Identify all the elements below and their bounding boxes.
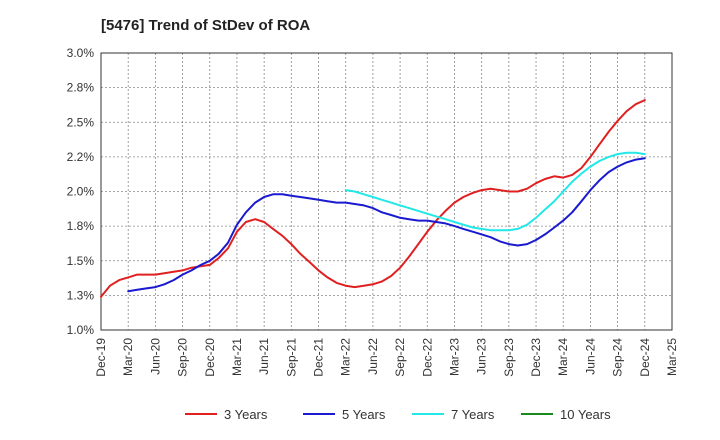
y-tick-label: 2.0% (67, 185, 95, 199)
y-tick-label: 2.5% (67, 115, 95, 129)
x-tick-label: Mar-24 (556, 338, 570, 376)
x-tick-label: Jun-23 (475, 338, 489, 375)
chart-title: [5476] Trend of StDev of ROA (101, 17, 310, 34)
legend-label: 10 Years (560, 407, 611, 422)
y-tick-label: 1.8% (67, 219, 95, 233)
x-tick-label: Sep-22 (393, 338, 407, 377)
plot-area: 1.0% 1.3% 1.5% 1.8% 2.0% 2.2% 2.5% 2.8% 3.0% Dec-… (67, 46, 679, 377)
x-tick-label: Sep-23 (502, 338, 516, 377)
y-tick-label: 2.2% (67, 150, 95, 164)
x-tick-label: Sep-21 (284, 338, 298, 377)
y-tick-label: 1.5% (67, 254, 95, 268)
x-tick-label: Jun-20 (148, 338, 162, 375)
x-tick-label: Jun-21 (257, 338, 271, 375)
plot-border (100, 52, 673, 331)
x-tick-label: Dec-23 (529, 338, 543, 377)
x-tick-label: Dec-19 (94, 338, 108, 377)
y-tick-label: 1.3% (67, 288, 95, 302)
x-tick-label: Mar-20 (121, 338, 135, 376)
x-tick-label: Jun-22 (366, 338, 380, 375)
legend: 3 Years 5 Years 7 Years 10 Years (185, 407, 611, 422)
series-line-3-years (100, 99, 646, 298)
y-tick-label: 3.0% (67, 46, 95, 60)
series-line-5-years (127, 157, 646, 293)
x-tick-label: Mar-21 (230, 338, 244, 376)
x-tick-label: Sep-20 (176, 338, 190, 377)
x-tick-label: Dec-21 (312, 338, 326, 377)
legend-label: 3 Years (224, 407, 268, 422)
x-tick-label: Dec-20 (203, 338, 217, 377)
x-tick-label: Mar-23 (447, 338, 461, 376)
x-tick-label: Mar-25 (665, 338, 679, 376)
y-tick-label: 2.8% (67, 81, 95, 95)
x-tick-label: Sep-24 (611, 338, 625, 377)
series-line-7-years (344, 151, 646, 232)
legend-label: 5 Years (342, 407, 386, 422)
x-tick-label: Jun-24 (583, 338, 597, 375)
legend-label: 7 Years (451, 407, 495, 422)
x-tick-label: Dec-24 (638, 338, 652, 377)
y-tick-label: 1.0% (67, 323, 95, 337)
x-tick-label: Mar-22 (339, 338, 353, 376)
x-tick-label: Dec-22 (420, 338, 434, 377)
